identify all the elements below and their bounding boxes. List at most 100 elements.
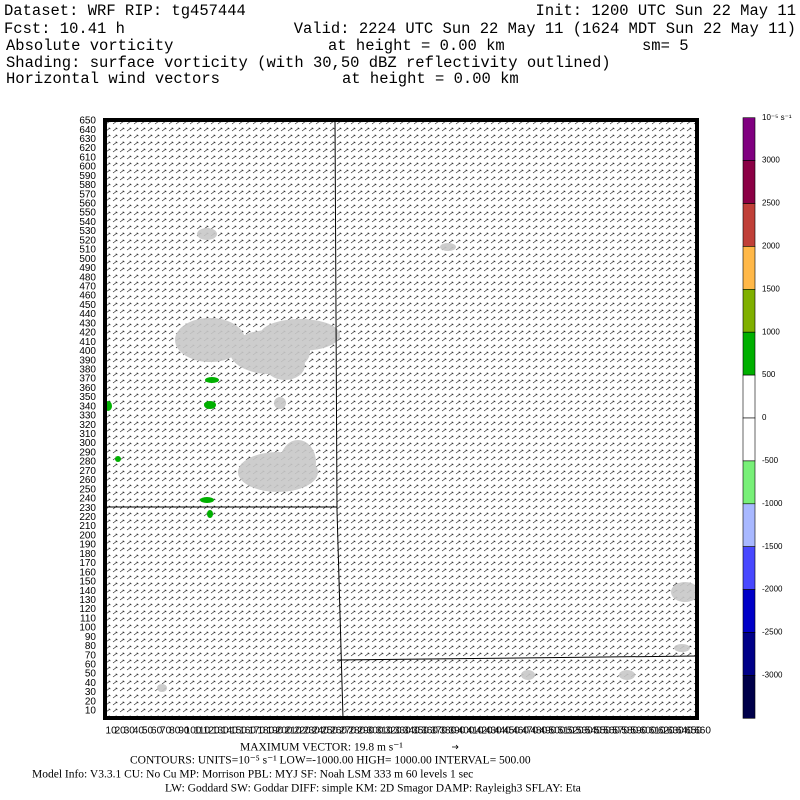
y-tick-label: 70	[85, 650, 97, 661]
y-tick-label: 460	[79, 291, 96, 302]
forecast-hour: Fcst: 10.41 h	[4, 20, 125, 38]
y-tick-label: 530	[79, 226, 96, 237]
x-tick-label: 380	[439, 726, 456, 737]
y-tick-label: 90	[85, 632, 97, 643]
x-tick-label: 520	[567, 726, 584, 737]
colorbar-label: 0	[762, 413, 767, 422]
y-tick-label: 80	[85, 641, 97, 652]
y-tick-label: 120	[79, 604, 96, 615]
colorbar-box	[742, 117, 756, 161]
x-tick-label: 230	[303, 726, 320, 737]
x-tick-label: 500	[549, 726, 566, 737]
x-tick-label: 180	[257, 726, 274, 737]
x-tick-label: 630	[667, 726, 684, 737]
x-tick-label: 460	[512, 726, 529, 737]
colorbar-box	[742, 546, 756, 590]
y-tick-label: 310	[79, 429, 96, 440]
x-tick-label: 610	[649, 726, 666, 737]
x-tick-label: 570	[612, 726, 629, 737]
x-tick-label: 330	[394, 726, 411, 737]
x-tick-label: 590	[631, 726, 648, 737]
shading-info: Shading: surface vorticity (with 30,50 d…	[6, 54, 611, 72]
x-tick-label: 550	[594, 726, 611, 737]
colorbar-unit: 10⁻⁵ s⁻¹	[762, 113, 792, 122]
y-tick-label: 250	[79, 484, 96, 495]
x-tick-label: 430	[485, 726, 502, 737]
x-tick-label: 190	[267, 726, 284, 737]
colorbar-box	[742, 288, 756, 333]
y-tick-label: 620	[79, 143, 96, 154]
colorbar-box	[742, 632, 756, 676]
x-tick-label: 400	[458, 726, 475, 737]
y-tick-label: 160	[79, 567, 96, 578]
x-tick-label: 80	[169, 726, 181, 737]
x-tick-label: 620	[658, 726, 675, 737]
y-tick-label: 100	[79, 623, 96, 634]
contour-info: CONTOURS: UNITS=10⁻⁵ s⁻¹ LOW=-1000.00 HI…	[130, 755, 531, 767]
colorbar-box	[742, 374, 756, 419]
x-tick-label: 470	[521, 726, 538, 737]
colorbar: 10⁻⁵ s⁻¹ 3000 2500 2000 1500 1000 500 0 -500 -10…	[742, 113, 792, 719]
y-tick-label: 150	[79, 577, 96, 588]
y-tick-label: 130	[79, 595, 96, 606]
x-tick-label: 320	[385, 726, 402, 737]
y-tick-label: 270	[79, 466, 96, 477]
x-tick-label: 270	[339, 726, 356, 737]
y-tick-label: 320	[79, 420, 96, 431]
vector-height: at height = 0.00 km	[342, 70, 519, 88]
x-tick-label: 220	[294, 726, 311, 737]
y-tick-label: 450	[79, 300, 96, 311]
x-tick-label: 120	[203, 726, 220, 737]
y-tick-label: 470	[79, 282, 96, 293]
colorbar-box	[742, 503, 756, 547]
x-tick-label: 290	[358, 726, 375, 737]
x-tick-label: 350	[412, 726, 429, 737]
y-tick-label: 350	[79, 392, 96, 403]
x-tick-label: 210	[285, 726, 302, 737]
y-tick-label: 430	[79, 318, 96, 329]
y-tick-label: 200	[79, 530, 96, 541]
y-tick-label: 220	[79, 512, 96, 523]
x-tick-label: 580	[621, 726, 638, 737]
x-tick-label: 110	[194, 726, 210, 737]
model-info: Model Info: V3.3.1 CU: No Cu MP: Morriso…	[32, 769, 473, 781]
x-tick-label: 130	[212, 726, 229, 737]
colorbar-label: 2500	[762, 199, 780, 208]
x-tick-label: 490	[540, 726, 557, 737]
y-tick-label: 290	[79, 447, 96, 458]
max-vector-arrow	[452, 744, 459, 750]
x-tick-label: 540	[585, 726, 602, 737]
y-tick-label: 330	[79, 411, 96, 422]
colorbar-box	[742, 589, 756, 633]
x-tick-label: 510	[558, 726, 575, 737]
y-tick-label: 580	[79, 180, 96, 191]
y-tick-label: 10	[85, 706, 97, 717]
y-tick-label: 60	[85, 660, 97, 671]
map-area	[103, 118, 699, 720]
vector-field-name: Horizontal wind vectors	[6, 70, 220, 88]
colorbar-box	[742, 417, 756, 462]
x-tick-label: 70	[160, 726, 172, 737]
y-tick-label: 190	[79, 540, 96, 551]
y-tick-label: 440	[79, 309, 96, 320]
x-tick-label: 530	[576, 726, 593, 737]
x-tick-label: 360	[421, 726, 438, 737]
y-tick-label: 30	[85, 687, 97, 698]
y-tick-label: 490	[79, 263, 96, 274]
y-tick-label: 360	[79, 383, 96, 394]
y-tick-label: 410	[79, 337, 96, 348]
x-tick-label: 160	[239, 726, 256, 737]
y-tick-label: 400	[79, 346, 96, 357]
init-time: Init: 1200 UTC Sun 22 May 11	[536, 2, 796, 20]
x-tick-label: 390	[449, 726, 466, 737]
x-tick-label: 140	[221, 726, 238, 737]
colorbar-label: -1000	[762, 499, 783, 508]
borders	[105, 119, 698, 719]
y-tick-label: 610	[79, 152, 96, 163]
x-tick-label: 10	[106, 726, 118, 737]
y-tick-label: 230	[79, 503, 96, 514]
x-tick-label: 340	[403, 726, 420, 737]
y-tick-label: 240	[79, 494, 96, 505]
y-tick-label: 40	[85, 678, 97, 689]
colorbar-label: -3000	[762, 671, 783, 680]
